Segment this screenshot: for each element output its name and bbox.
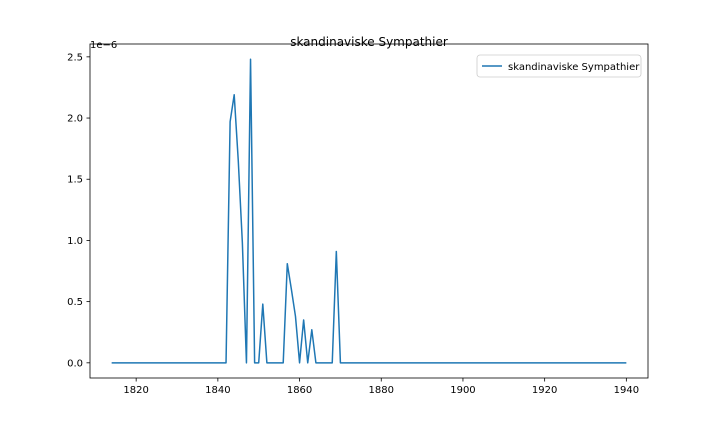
- legend: skandinaviske Sympathier: [476, 54, 642, 78]
- series-layer: [111, 58, 627, 364]
- x-tick-label: 1900: [450, 385, 475, 396]
- x-tick-label: 1860: [287, 385, 312, 396]
- y-tick-label: 1.5: [67, 175, 83, 186]
- x-tick-label: 1880: [369, 385, 394, 396]
- chart-title: skandinaviske Sympathier: [290, 35, 448, 49]
- y-offset-label: 1e−6: [90, 40, 117, 51]
- y-tick-label: 2.5: [67, 52, 83, 63]
- x-tick-label: 1820: [123, 385, 148, 396]
- x-axis-ticks: 1820 1840 1860 1880 1900 1920 1940: [123, 378, 639, 396]
- y-tick-label: 0.0: [67, 358, 83, 369]
- y-axis-ticks: 0.0 0.5 1.0 1.5 2.0 2.5: [67, 52, 90, 369]
- x-tick-label: 1920: [532, 385, 557, 396]
- x-tick-label: 1940: [614, 385, 639, 396]
- plot-frame: [89, 43, 649, 379]
- x-tick-label: 1840: [205, 385, 230, 396]
- legend-label: skandinaviske Sympathier: [508, 62, 640, 73]
- y-tick-label: 1.0: [67, 236, 83, 247]
- series-line: [111, 58, 627, 364]
- y-tick-label: 0.5: [67, 297, 83, 308]
- y-tick-label: 2.0: [67, 114, 83, 125]
- legend-box: [476, 54, 642, 78]
